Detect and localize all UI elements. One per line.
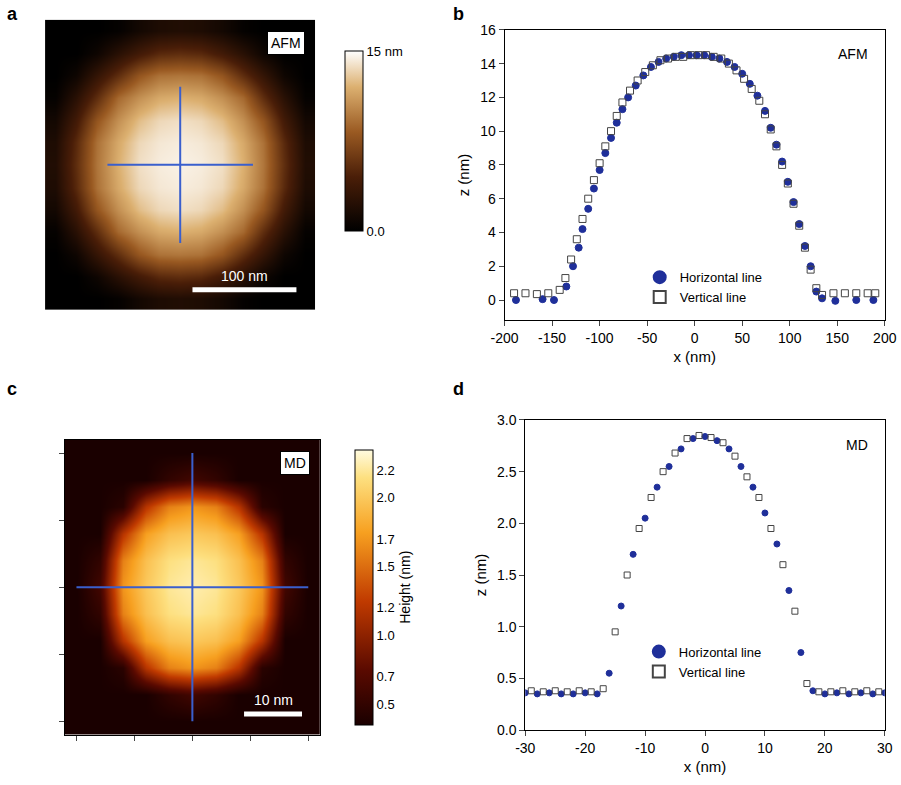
svg-text:0.5: 0.5 xyxy=(497,670,517,686)
svg-text:Horizontal line: Horizontal line xyxy=(680,270,762,285)
svg-text:-200: -200 xyxy=(491,330,519,346)
svg-text:10 nm: 10 nm xyxy=(254,692,293,708)
svg-text:Height (nm): Height (nm) xyxy=(397,551,413,624)
svg-text:30: 30 xyxy=(877,740,893,756)
svg-text:Vertical line: Vertical line xyxy=(680,290,746,305)
svg-text:-20: -20 xyxy=(575,740,595,756)
svg-text:100: 100 xyxy=(778,330,802,346)
svg-text:2.5: 2.5 xyxy=(497,464,517,480)
svg-text:10: 10 xyxy=(757,740,773,756)
svg-text:4: 4 xyxy=(488,224,496,240)
svg-text:AFM: AFM xyxy=(271,35,301,51)
svg-text:3.0: 3.0 xyxy=(497,412,517,428)
svg-text:0: 0 xyxy=(701,740,709,756)
svg-text:b: b xyxy=(453,4,464,24)
svg-text:0: 0 xyxy=(691,330,699,346)
svg-text:20: 20 xyxy=(817,740,833,756)
svg-text:x (nm): x (nm) xyxy=(684,758,727,775)
svg-text:-100: -100 xyxy=(586,330,614,346)
svg-text:14: 14 xyxy=(480,56,496,72)
svg-text:MD: MD xyxy=(846,437,868,453)
svg-text:-50: -50 xyxy=(637,330,657,346)
svg-text:1.0: 1.0 xyxy=(377,628,395,643)
svg-text:-10: -10 xyxy=(635,740,655,756)
svg-text:1.2: 1.2 xyxy=(377,600,395,615)
svg-text:0.0: 0.0 xyxy=(367,224,385,239)
svg-text:50: 50 xyxy=(734,330,750,346)
svg-text:a: a xyxy=(7,4,18,24)
svg-text:0.7: 0.7 xyxy=(377,669,395,684)
svg-text:15 nm: 15 nm xyxy=(367,44,403,59)
svg-text:100 nm: 100 nm xyxy=(221,268,268,284)
svg-text:1.5: 1.5 xyxy=(377,559,395,574)
svg-text:z (nm): z (nm) xyxy=(455,154,472,197)
svg-text:1.5: 1.5 xyxy=(497,567,517,583)
svg-text:-30: -30 xyxy=(515,740,535,756)
svg-text:Horizontal line: Horizontal line xyxy=(679,645,761,660)
svg-text:8: 8 xyxy=(488,157,496,173)
svg-text:MD: MD xyxy=(284,455,306,471)
svg-text:0.5: 0.5 xyxy=(377,697,395,712)
svg-text:0.0: 0.0 xyxy=(497,722,517,738)
svg-text:2.0: 2.0 xyxy=(497,515,517,531)
svg-text:2: 2 xyxy=(488,258,496,274)
svg-text:6: 6 xyxy=(488,191,496,207)
svg-text:Vertical line: Vertical line xyxy=(679,665,745,680)
svg-text:10: 10 xyxy=(480,123,496,139)
svg-text:0: 0 xyxy=(488,292,496,308)
svg-text:d: d xyxy=(453,379,464,399)
svg-text:z (nm): z (nm) xyxy=(472,554,489,597)
svg-text:AFM: AFM xyxy=(838,46,868,62)
svg-text:16: 16 xyxy=(480,22,496,38)
svg-text:12: 12 xyxy=(480,89,496,105)
svg-text:1.0: 1.0 xyxy=(497,619,517,635)
svg-text:x (nm): x (nm) xyxy=(673,348,716,365)
svg-text:-150: -150 xyxy=(538,330,566,346)
svg-text:2.2: 2.2 xyxy=(377,463,395,478)
svg-text:2.0: 2.0 xyxy=(377,490,395,505)
svg-text:200: 200 xyxy=(873,330,897,346)
svg-text:1.7: 1.7 xyxy=(377,532,395,547)
svg-text:c: c xyxy=(7,379,17,399)
svg-text:150: 150 xyxy=(826,330,850,346)
